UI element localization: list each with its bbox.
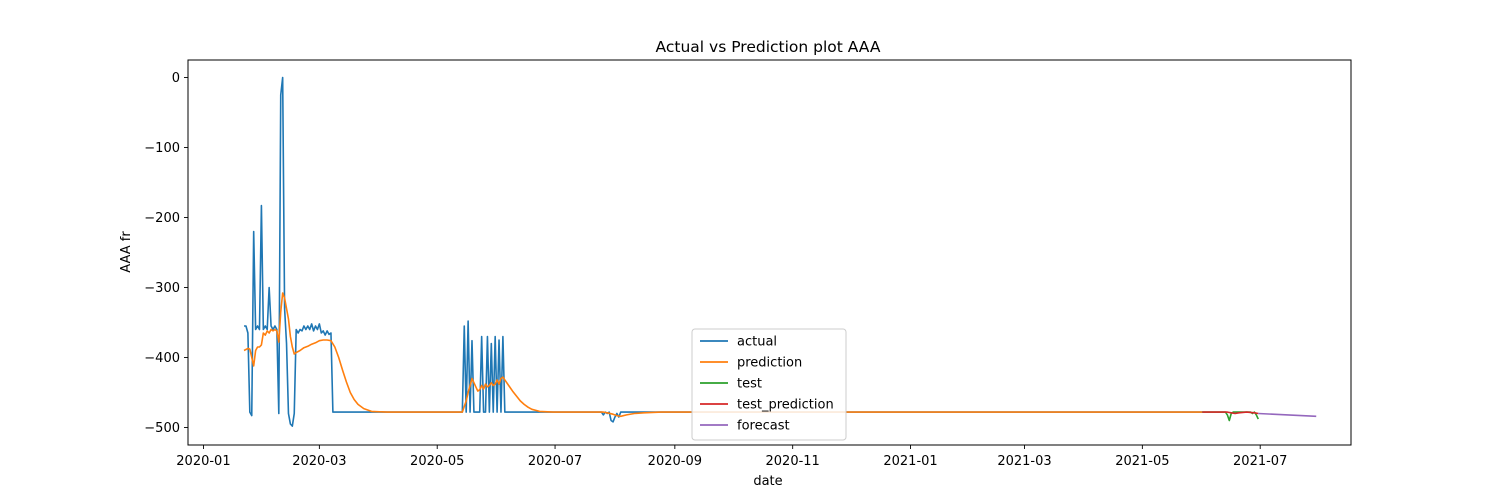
series-line-test-prediction xyxy=(1202,411,1259,415)
legend-label: forecast xyxy=(737,419,790,434)
y-axis: 0 −100 −200 −300 −400 −500 xyxy=(144,71,188,436)
x-tick-label: 2020-03 xyxy=(292,454,346,469)
y-tick-label: −400 xyxy=(144,351,180,366)
x-tick-label: 2020-11 xyxy=(766,454,820,469)
y-tick-label: −100 xyxy=(144,141,180,156)
y-tick-label: 0 xyxy=(172,71,180,86)
series-line-actual xyxy=(244,76,1203,427)
legend-label: test xyxy=(737,377,762,392)
x-tick-label: 2020-05 xyxy=(410,454,464,469)
x-tick-label: 2020-01 xyxy=(176,454,230,469)
x-tick-label: 2021-07 xyxy=(1233,454,1287,469)
y-tick-label: −200 xyxy=(144,211,180,226)
legend-label: prediction xyxy=(737,356,802,371)
chart-title: Actual vs Prediction plot AAA xyxy=(656,38,881,56)
x-tick-label: 2020-09 xyxy=(648,454,702,469)
x-tick-label: 2021-01 xyxy=(883,454,937,469)
legend: actual prediction test test_predictionforec… xyxy=(691,328,847,441)
plot-area xyxy=(243,76,1317,427)
series-line-forecast xyxy=(1258,412,1317,418)
legend-box xyxy=(691,328,847,441)
legend-label: test_prediction xyxy=(737,398,834,413)
y-tick-label: −300 xyxy=(144,281,180,296)
x-tick-label: 2020-07 xyxy=(528,454,582,469)
x-axis: 2020-01 2020-03 2020-05 2020-07 2020-09 2020-… xyxy=(176,445,1287,469)
x-tick-label: 2021-05 xyxy=(1115,454,1169,469)
y-axis-label: AAA fr xyxy=(119,231,134,273)
legend-label: actual xyxy=(737,335,777,350)
series-line-prediction xyxy=(243,292,1203,418)
axes-frame xyxy=(187,59,1352,446)
y-tick-label: −500 xyxy=(144,421,180,436)
x-tick-label: 2021-03 xyxy=(997,454,1051,469)
x-axis-label: date xyxy=(753,474,782,489)
